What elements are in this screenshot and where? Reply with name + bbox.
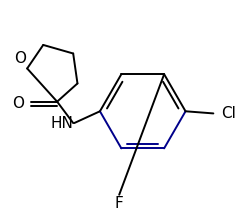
Text: F: F bbox=[115, 196, 124, 211]
Text: O: O bbox=[14, 51, 26, 66]
Text: O: O bbox=[13, 96, 25, 111]
Text: Cl: Cl bbox=[221, 106, 236, 121]
Text: HN: HN bbox=[50, 116, 73, 131]
